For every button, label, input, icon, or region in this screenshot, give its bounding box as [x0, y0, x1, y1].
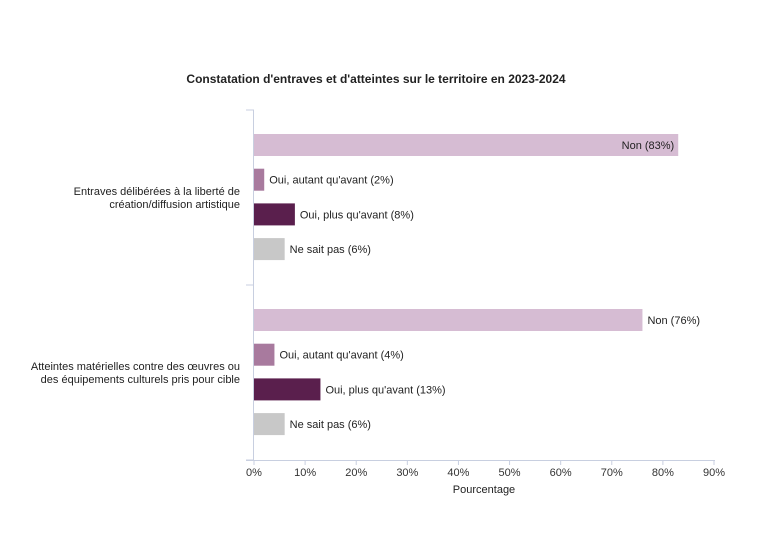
bar-value-label: Oui, autant qu'avant (4%): [279, 350, 403, 362]
bar: [254, 203, 295, 226]
bar-value-label: Ne sait pas (6%): [290, 244, 371, 256]
x-tick-label: 80%: [652, 467, 674, 479]
bar: [254, 134, 679, 156]
category-label: Entraves délibérées à la liberté de créat…: [74, 186, 240, 211]
bar: [254, 168, 265, 191]
bar: [254, 413, 285, 436]
x-tick-label: 10%: [294, 467, 316, 479]
x-axis-title: Pourcentage: [453, 484, 515, 496]
x-tick-label: 70%: [601, 467, 623, 479]
category-label: Atteintes matérielles contre des œuvres …: [31, 361, 240, 386]
bar: [254, 238, 285, 261]
bar-value-label: Oui, plus qu'avant (8%): [300, 209, 414, 221]
x-tick-label: 60%: [550, 467, 572, 479]
x-tick-label: 90%: [703, 467, 725, 479]
bar-value-label: Oui, autant qu'avant (2%): [269, 175, 393, 187]
bar-value-label: Non (83%): [622, 140, 675, 152]
x-tick-label: 30%: [396, 467, 418, 479]
axes-layer: Entraves délibérées à la liberté de créat…: [31, 109, 725, 479]
x-tick-label: 0%: [246, 467, 262, 479]
bars-layer: Non (83%) Oui, autant qu'avant (2%) Oui, p…: [254, 134, 700, 436]
bar-value-label: Non (76%): [647, 315, 700, 327]
x-tick-label: 40%: [447, 467, 469, 479]
x-tick-label: 20%: [345, 467, 367, 479]
bar: [254, 343, 275, 366]
bar: [254, 378, 321, 401]
chart-title: Constatation d'entraves et d'atteintes s…: [186, 72, 565, 86]
x-tick-label: 50%: [499, 467, 521, 479]
bar-value-label: Oui, plus qu'avant (13%): [325, 384, 445, 396]
bar: [254, 309, 643, 331]
bar-value-label: Ne sait pas (6%): [290, 419, 371, 431]
